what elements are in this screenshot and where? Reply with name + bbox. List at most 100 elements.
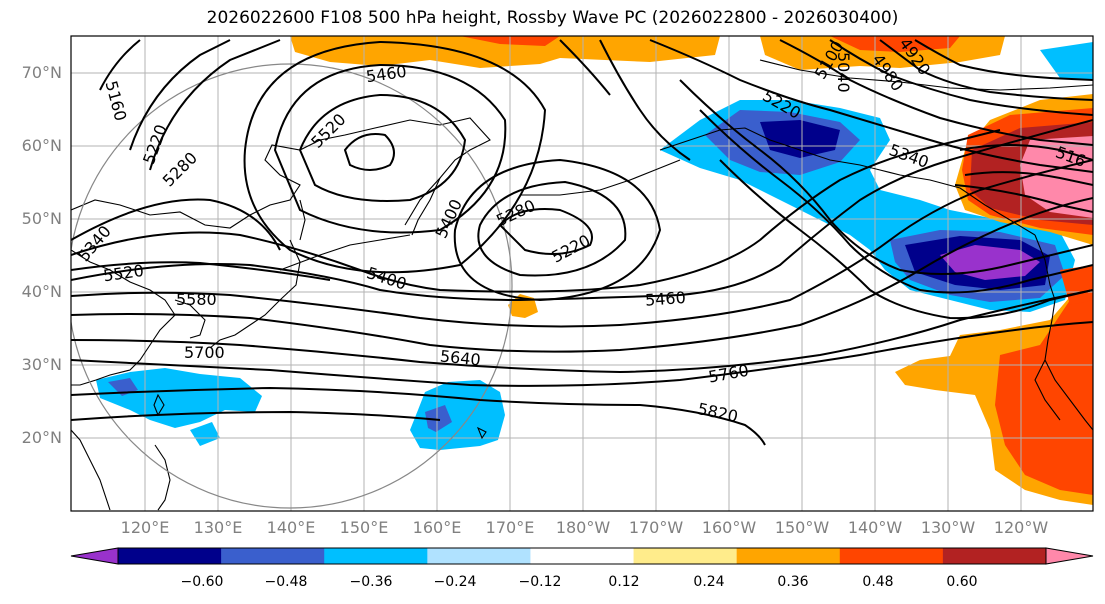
- positive-anomaly-mexico-mid: [995, 285, 1093, 495]
- lat-label-30n: 30°N: [21, 355, 62, 374]
- colorbar-tick-label: −0.48: [264, 574, 308, 590]
- contour-5880: [71, 410, 441, 421]
- lat-label-70n: 70°N: [21, 63, 62, 82]
- contour-5400-long: [71, 129, 1001, 293]
- negative-anomaly-central: [410, 380, 505, 450]
- lon-label-130e: 130°E: [193, 518, 243, 537]
- lon-label-150w: 150°W: [774, 518, 830, 537]
- contour-trough-3: [679, 79, 1093, 275]
- lon-label-180w: 180°W: [555, 518, 611, 537]
- coastline-vietnam: [71, 429, 111, 511]
- colorbar-tick-label: 0.24: [693, 574, 725, 590]
- negative-anomaly-china-small: [190, 422, 220, 446]
- contour-low-east-inner: [498, 208, 593, 255]
- contour-5160-north: [99, 39, 141, 91]
- lon-label-130w: 130°W: [920, 518, 976, 537]
- negative-anomaly-china: [96, 368, 262, 428]
- contour-5520-long: [71, 261, 331, 281]
- colorbar-tick-label: −0.36: [349, 574, 393, 590]
- coastline-arctic: [759, 59, 1093, 91]
- contour-low-center: [343, 133, 395, 171]
- colorbar-segment: [324, 548, 428, 564]
- lon-label-170w: 170°W: [628, 518, 684, 537]
- coastline-baja: [1034, 359, 1061, 421]
- lon-label-160w: 160°W: [701, 518, 757, 537]
- contour-ridge-west: [599, 39, 691, 161]
- contour-5700: [71, 289, 1093, 374]
- coastline-korea: [174, 299, 206, 339]
- coastline-west-america: [1034, 234, 1093, 431]
- lat-label-60n: 60°N: [21, 136, 62, 155]
- coastline-asia: [71, 117, 491, 229]
- contour-5520-ring: [273, 63, 507, 234]
- contour-low-east-mid: [477, 180, 627, 277]
- positive-anomaly-north: [290, 36, 720, 68]
- lat-label-20n: 20°N: [21, 428, 62, 447]
- coastline-japan: [209, 239, 301, 349]
- contour-alaska-5220: [649, 39, 1093, 173]
- colorbar-segment: [839, 548, 944, 564]
- contour-trough-2: [699, 109, 1093, 294]
- coastline-dateline: [279, 234, 411, 271]
- colorbar-tick-label: 0.12: [608, 574, 640, 590]
- colorbar-segment: [221, 548, 325, 564]
- colorbar-tick-label: −0.24: [433, 574, 477, 590]
- colorbar-segment: [118, 548, 222, 564]
- graticule: [71, 36, 1093, 511]
- colorbar-extend-right: [1045, 547, 1094, 565]
- contour-5280-north: [149, 39, 281, 171]
- contour-canada-5280: [964, 171, 1093, 186]
- coastline-aleutians: [520, 159, 681, 196]
- negative-anomaly-alaska-dark: [760, 120, 840, 158]
- contour-5820: [71, 386, 766, 446]
- lon-label-140w: 140°W: [847, 518, 903, 537]
- lon-label-160e: 160°E: [412, 518, 462, 537]
- contour-5460-long: [71, 119, 1093, 302]
- negative-anomaly-central-mid: [425, 405, 452, 432]
- coastlines: [71, 59, 1093, 511]
- contour-5340: [71, 198, 281, 251]
- colorbar: [70, 547, 1094, 565]
- coastline-hawaii: [476, 426, 487, 440]
- negative-anomaly-arctic: [1040, 42, 1093, 80]
- plot-frame: [70, 35, 1094, 512]
- contour-5460-ring: [298, 93, 467, 202]
- contour-canada-5340: [954, 184, 1093, 213]
- colorbar-segment: [736, 548, 841, 564]
- colorbar-tick-label: 0.60: [946, 574, 978, 590]
- colorbar-tick-label: −0.12: [518, 574, 562, 590]
- negative-anomaly-alaska-min: [940, 245, 1040, 280]
- contour-alaska-5100: [779, 39, 1093, 146]
- lon-label-170e: 170°E: [485, 518, 535, 537]
- contour-5220-north: [129, 39, 231, 151]
- coastline-china: [71, 249, 176, 386]
- coastline-sakhalin: [299, 199, 306, 241]
- coastline-alaska: [659, 127, 1036, 236]
- colorbar-segment: [530, 548, 635, 564]
- colorbar-tick-label: −0.60: [180, 574, 224, 590]
- colorbar-tick-label: 0.36: [777, 574, 809, 590]
- contour-5640-a: [71, 197, 1093, 353]
- plot-area: [71, 36, 1093, 511]
- lon-label-120w: 120°W: [993, 518, 1049, 537]
- contour-5760: [71, 321, 1093, 387]
- map-title: 2026022600 F108 500 hPa height, Rossby W…: [206, 8, 899, 28]
- colorbar-segment: [942, 548, 1047, 564]
- contour-alaska-4920: [914, 39, 1093, 81]
- contour-alaska-4980: [879, 39, 1093, 101]
- coastline-philippines: [154, 444, 171, 511]
- lon-label-120e: 120°E: [120, 518, 170, 537]
- lat-label-40n: 40°N: [21, 282, 62, 301]
- colorbar-segment: [427, 548, 531, 564]
- colorbar-frame: [117, 547, 1047, 565]
- lon-label-150e: 150°E: [339, 518, 389, 537]
- contour-outer-ring: [243, 40, 547, 274]
- height-contours: [71, 39, 1093, 446]
- lon-label-140e: 140°E: [266, 518, 316, 537]
- reference-circle: [71, 63, 513, 509]
- contour-canada-5160: [959, 144, 1093, 161]
- contour-ridge-west2: [559, 39, 611, 96]
- colorbar-segment: [633, 548, 738, 564]
- contour-alaska-5040: [829, 39, 1093, 116]
